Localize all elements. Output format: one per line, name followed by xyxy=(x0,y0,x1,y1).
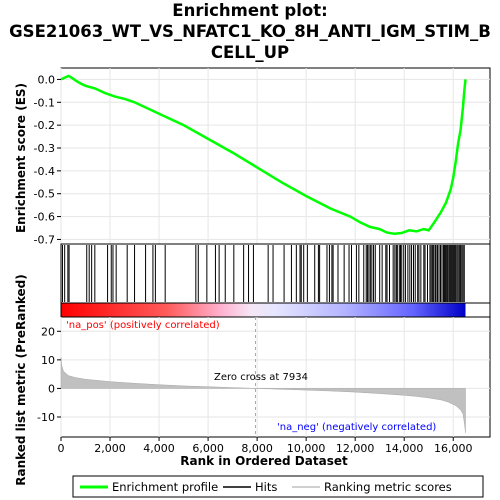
es-panel-frame xyxy=(60,67,491,245)
metric-axis-label: Ranked list metric (PreRanked) xyxy=(14,274,28,486)
metric-tick-label: 0 xyxy=(48,382,55,395)
enrichment-profile-line xyxy=(60,74,467,235)
x-tick-label: 14,000 xyxy=(385,442,424,455)
na-neg-label: 'na_neg' (negatively correlated) xyxy=(277,422,436,433)
es-tick-label: -0.2 xyxy=(34,119,55,132)
es-axis-label: Enrichment score (ES) xyxy=(14,83,28,233)
chart-title-line2: GSE21063_WT_VS_NFATC1_KO_8H_ANTI_IGM_STI… xyxy=(9,22,491,41)
hits-panel-frame xyxy=(60,243,491,304)
es-tick-label: -0.3 xyxy=(34,142,55,155)
zero-cross-label: Zero cross at 7934 xyxy=(214,372,308,383)
x-tick-label: 10,000 xyxy=(287,442,326,455)
x-tick-label: 12,000 xyxy=(336,442,375,455)
x-tick-label: 16,000 xyxy=(434,442,473,455)
es-tick-label: -0.1 xyxy=(34,96,55,109)
es-tick-label: 0.0 xyxy=(38,73,56,86)
legend-ranking-metric-label: Ranking metric scores xyxy=(324,480,452,494)
legend-box xyxy=(72,475,484,498)
legend: Enrichment profile Hits Ranking metric sco… xyxy=(80,480,452,494)
metric-axis-ticks: 20 10 0 -10 xyxy=(37,325,61,424)
es-axis-ticks: 0.0 -0.1 -0.2 -0.3 -0.4 -0.5 -0.6 -0.7 xyxy=(34,73,61,246)
ranking-metric-area xyxy=(60,356,466,433)
x-tick-label: 4,000 xyxy=(143,442,175,455)
x-tick-label: 6,000 xyxy=(192,442,224,455)
rank-color-band xyxy=(61,303,466,317)
chart-title-line3: CELL_UP xyxy=(210,43,290,62)
x-tick-label: 0 xyxy=(58,442,65,455)
legend-enrichment-profile-label: Enrichment profile xyxy=(112,480,218,494)
metric-tick-label: -10 xyxy=(37,411,55,424)
chart-title: Enrichment plot: GSE21063_WT_VS_NFATC1_K… xyxy=(0,0,500,63)
na-pos-label: 'na_pos' (positively correlated) xyxy=(66,320,220,331)
es-tick-label: -0.7 xyxy=(34,233,55,246)
es-tick-label: -0.4 xyxy=(34,165,55,178)
x-tick-label: 8,000 xyxy=(241,442,273,455)
x-axis-label: Rank in Ordered Dataset xyxy=(180,454,348,468)
es-tick-label: -0.6 xyxy=(34,211,55,224)
metric-tick-label: 20 xyxy=(41,325,55,338)
es-tick-label: -0.5 xyxy=(34,188,55,201)
x-tick-label: 2,000 xyxy=(94,442,126,455)
legend-hits-label: Hits xyxy=(255,480,277,494)
chart-title-line1: Enrichment plot: xyxy=(172,1,328,20)
metric-tick-label: 10 xyxy=(41,354,55,367)
es-gridlines xyxy=(60,68,490,244)
x-axis-ticks: 0 2,000 4,000 6,000 8,000 10,000 12,000 14,000 1… xyxy=(58,437,473,455)
hit-markers xyxy=(61,245,465,302)
